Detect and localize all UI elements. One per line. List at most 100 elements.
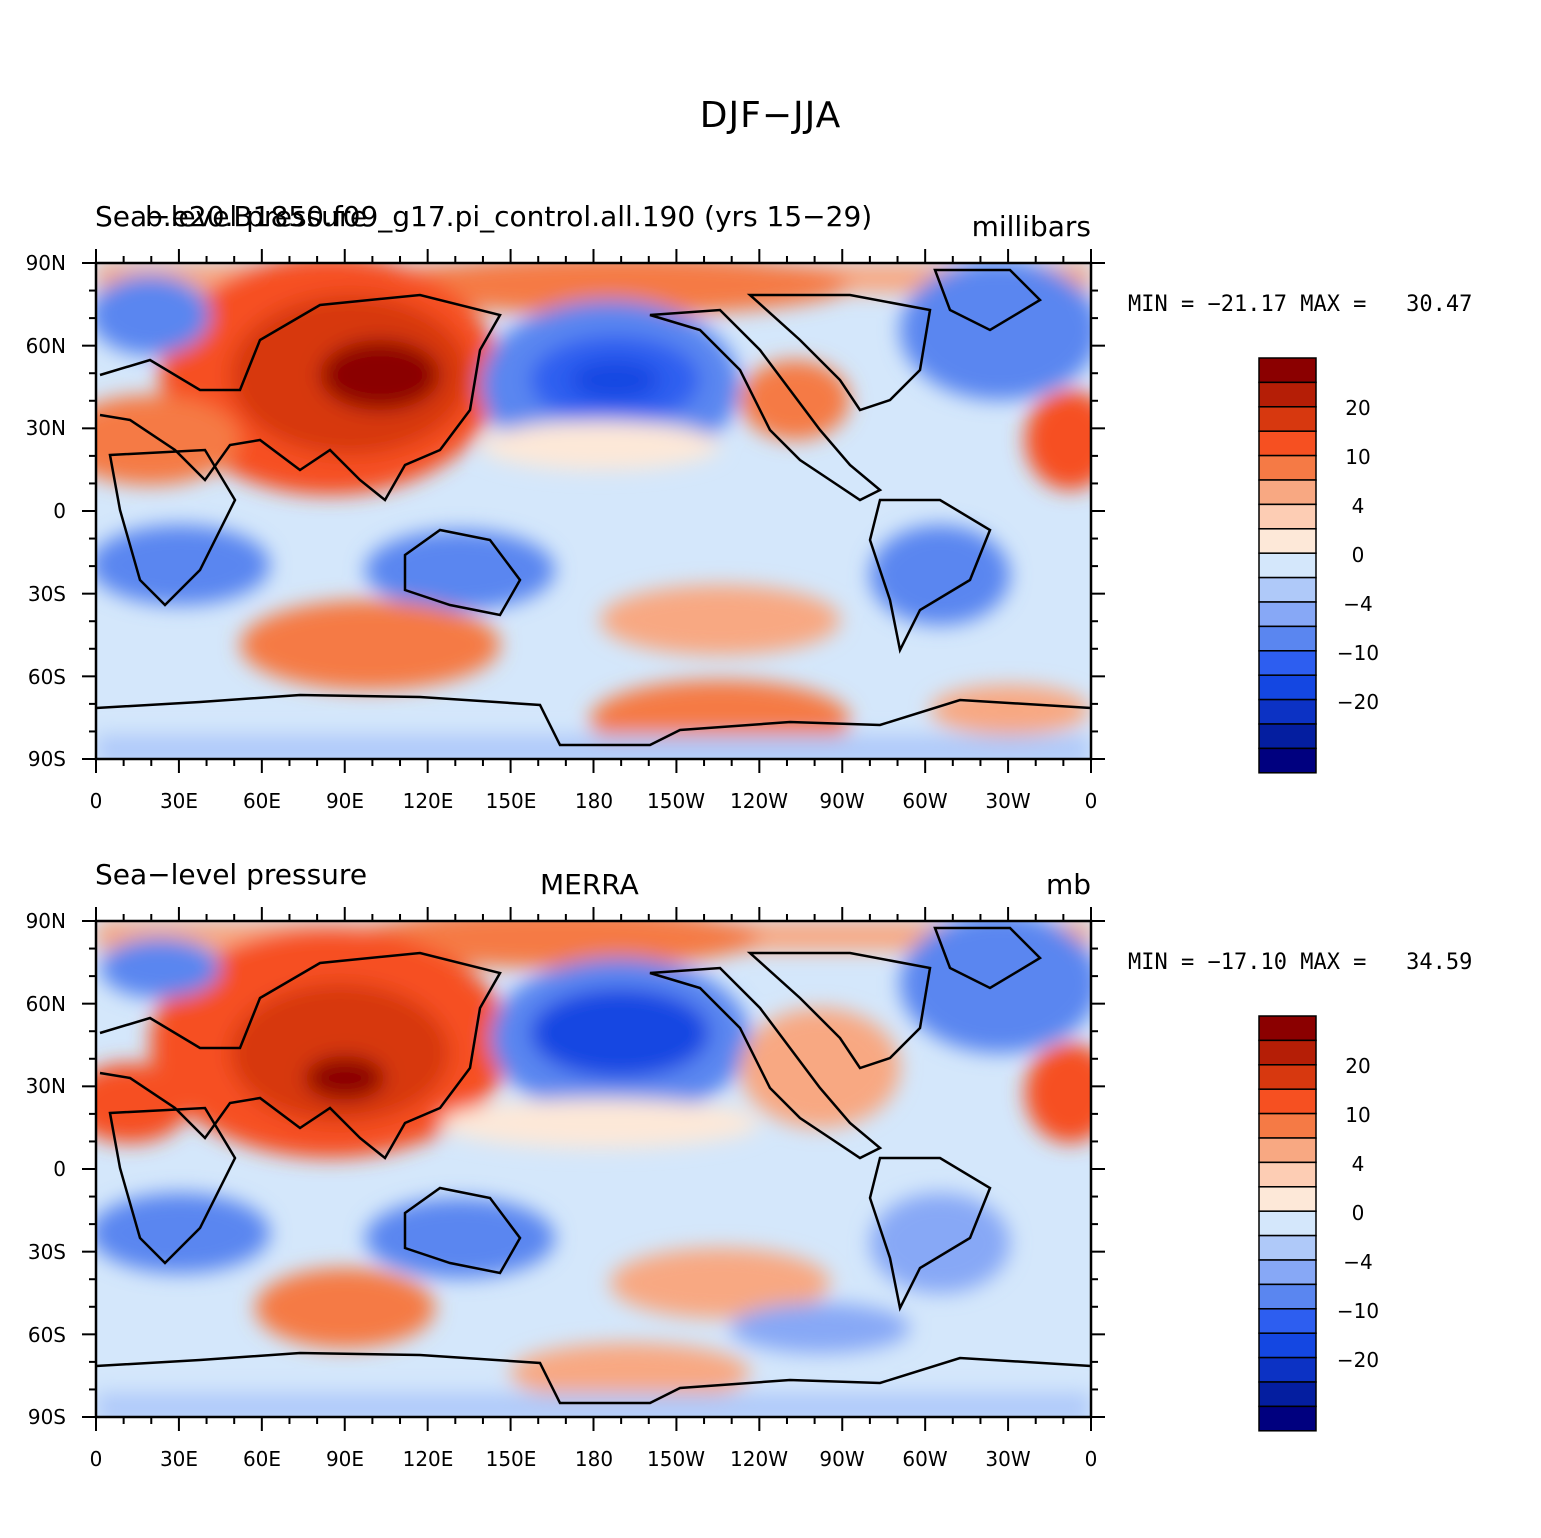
lon-label-60w: 60W (902, 789, 947, 813)
lon-axis-labels: 0 30E 60E 90E 120E 150E 180 150W 120W 90… (90, 1447, 1098, 1471)
colorbar (1258, 1015, 1317, 1432)
min-max-readout: MIN = −21.17 MAX = 30.47 (1128, 292, 1472, 317)
colorbar-box (1258, 1064, 1317, 1090)
panel-left-label: Sea−level pressure (95, 200, 368, 233)
lat-label-30n: 30N (26, 1074, 66, 1098)
lat-label-0: 0 (53, 1157, 66, 1181)
colorbar-box (1258, 430, 1317, 457)
lat-label-30n: 30N (26, 416, 66, 440)
lat-label-90s: 90S (28, 1405, 66, 1429)
colorbar-box (1258, 1234, 1317, 1261)
colorbar-box (1258, 601, 1317, 628)
lat-label-30s: 30S (28, 1240, 66, 1264)
coastlines (96, 268, 1091, 747)
cb-label-4: 4 (1352, 1152, 1365, 1176)
lon-label-120w: 120W (730, 789, 788, 813)
lon-label-120e: 120E (403, 789, 454, 813)
colorbar-box (1258, 528, 1317, 554)
colorbar-box (1258, 357, 1317, 384)
lon-axis-labels: 0 30E 60E 90E 120E 150E 180 150W 120W 90… (90, 789, 1098, 813)
colorbar-box (1258, 625, 1317, 652)
lon-label-0-east: 0 (1085, 1447, 1098, 1471)
lon-label-0: 0 (90, 789, 103, 813)
panel-center-label: MERRA (540, 868, 639, 901)
cb-label-0: 0 (1352, 543, 1365, 567)
cb-label-10: 10 (1345, 445, 1370, 469)
lon-label-0-east: 0 (1085, 789, 1098, 813)
lat-label-90s: 90S (28, 747, 66, 771)
max-value: MAX = 34.59 (1300, 950, 1473, 975)
colorbar-labels: 20 10 4 0 −4 −10 −20 (1337, 1054, 1379, 1372)
colorbar-box (1258, 1259, 1317, 1286)
colorbar-box (1258, 1161, 1317, 1188)
lon-label-150e: 150E (486, 789, 537, 813)
axis-ticks (82, 249, 1105, 773)
colorbar-box (1258, 1308, 1317, 1334)
lon-label-180: 180 (575, 789, 613, 813)
colorbar-box (1258, 406, 1317, 432)
lon-label-0: 0 (90, 1447, 103, 1471)
panel-units-label: millibars (971, 210, 1091, 243)
cb-label-neg4: −4 (1343, 1250, 1372, 1274)
panel-case-label: b.e20.B1850.f09_g17.pi_control.all.190 (… (145, 200, 873, 233)
colorbar-box (1258, 698, 1317, 725)
lon-label-30w: 30W (985, 789, 1030, 813)
lat-label-60n: 60N (26, 992, 66, 1016)
axis-ticks (82, 907, 1105, 1431)
lon-label-150e: 150E (486, 1447, 537, 1471)
cb-label-neg20: −20 (1337, 1348, 1379, 1372)
cb-label-4: 4 (1352, 494, 1365, 518)
lon-label-30e: 30E (160, 789, 198, 813)
main-title: DJF−JJA (699, 95, 842, 136)
contour-field (96, 921, 1091, 1417)
lat-axis-labels: 90N 60N 30N 0 30S 60S 90S (26, 251, 66, 771)
colorbar-labels: 20 10 4 0 −4 −10 −20 (1337, 396, 1379, 714)
panel-reanalysis: Sea−level pressure MERRA mb MIN = −17.10… (0, 858, 1541, 1498)
lon-label-90e: 90E (326, 1447, 364, 1471)
lat-label-0: 0 (53, 499, 66, 523)
lon-label-90e: 90E (326, 789, 364, 813)
cb-label-20: 20 (1345, 396, 1370, 420)
lon-label-120e: 120E (403, 1447, 454, 1471)
lat-label-30s: 30S (28, 582, 66, 606)
lon-label-120w: 120W (730, 1447, 788, 1471)
colorbar-box (1258, 1112, 1317, 1139)
cb-label-neg4: −4 (1343, 592, 1372, 616)
colorbar-box (1258, 1283, 1317, 1310)
lon-label-180: 180 (575, 1447, 613, 1471)
map-svg-bottom: 90N 60N 30N 0 30S 60S 90S 0 30E 60E 90E … (26, 907, 1379, 1471)
panel-units-label: mb (1045, 868, 1091, 901)
lon-label-150w: 150W (647, 1447, 705, 1471)
lon-label-150w: 150W (647, 789, 705, 813)
colorbar-box (1258, 1186, 1317, 1212)
colorbar-box (1258, 479, 1317, 506)
map-svg-top: 90N 60N 30N 0 30S 60S 90S 0 30E 60E 90E … (26, 249, 1379, 813)
colorbar-box (1258, 1405, 1317, 1432)
colorbar-box (1258, 1015, 1317, 1042)
colorbar-box (1258, 381, 1317, 408)
lon-label-60w: 60W (902, 1447, 947, 1471)
min-value: MIN = −17.10 (1128, 950, 1287, 975)
lon-label-60e: 60E (243, 1447, 281, 1471)
colorbar-box (1258, 1137, 1317, 1164)
cb-label-neg10: −10 (1337, 1299, 1379, 1323)
colorbar-box (1258, 454, 1317, 481)
cb-label-20: 20 (1345, 1054, 1370, 1078)
lon-label-30e: 30E (160, 1447, 198, 1471)
lat-axis-labels: 90N 60N 30N 0 30S 60S 90S (26, 909, 66, 1429)
min-max-readout: MIN = −17.10 MAX = 34.59 (1128, 950, 1472, 975)
lat-label-60s: 60S (28, 1323, 66, 1347)
lon-label-30w: 30W (985, 1447, 1030, 1471)
lat-label-60n: 60N (26, 334, 66, 358)
colorbar-box (1258, 576, 1317, 603)
colorbar-box (1258, 1088, 1317, 1115)
cb-label-neg20: −20 (1337, 690, 1379, 714)
colorbar-box (1258, 1381, 1317, 1408)
lon-label-90w: 90W (819, 789, 864, 813)
colorbar-box (1258, 674, 1317, 701)
colorbar (1258, 357, 1317, 774)
colorbar-box (1258, 723, 1317, 750)
cb-label-neg10: −10 (1337, 641, 1379, 665)
lat-label-90n: 90N (26, 909, 66, 933)
panel-left-label: Sea−level pressure (95, 858, 368, 891)
